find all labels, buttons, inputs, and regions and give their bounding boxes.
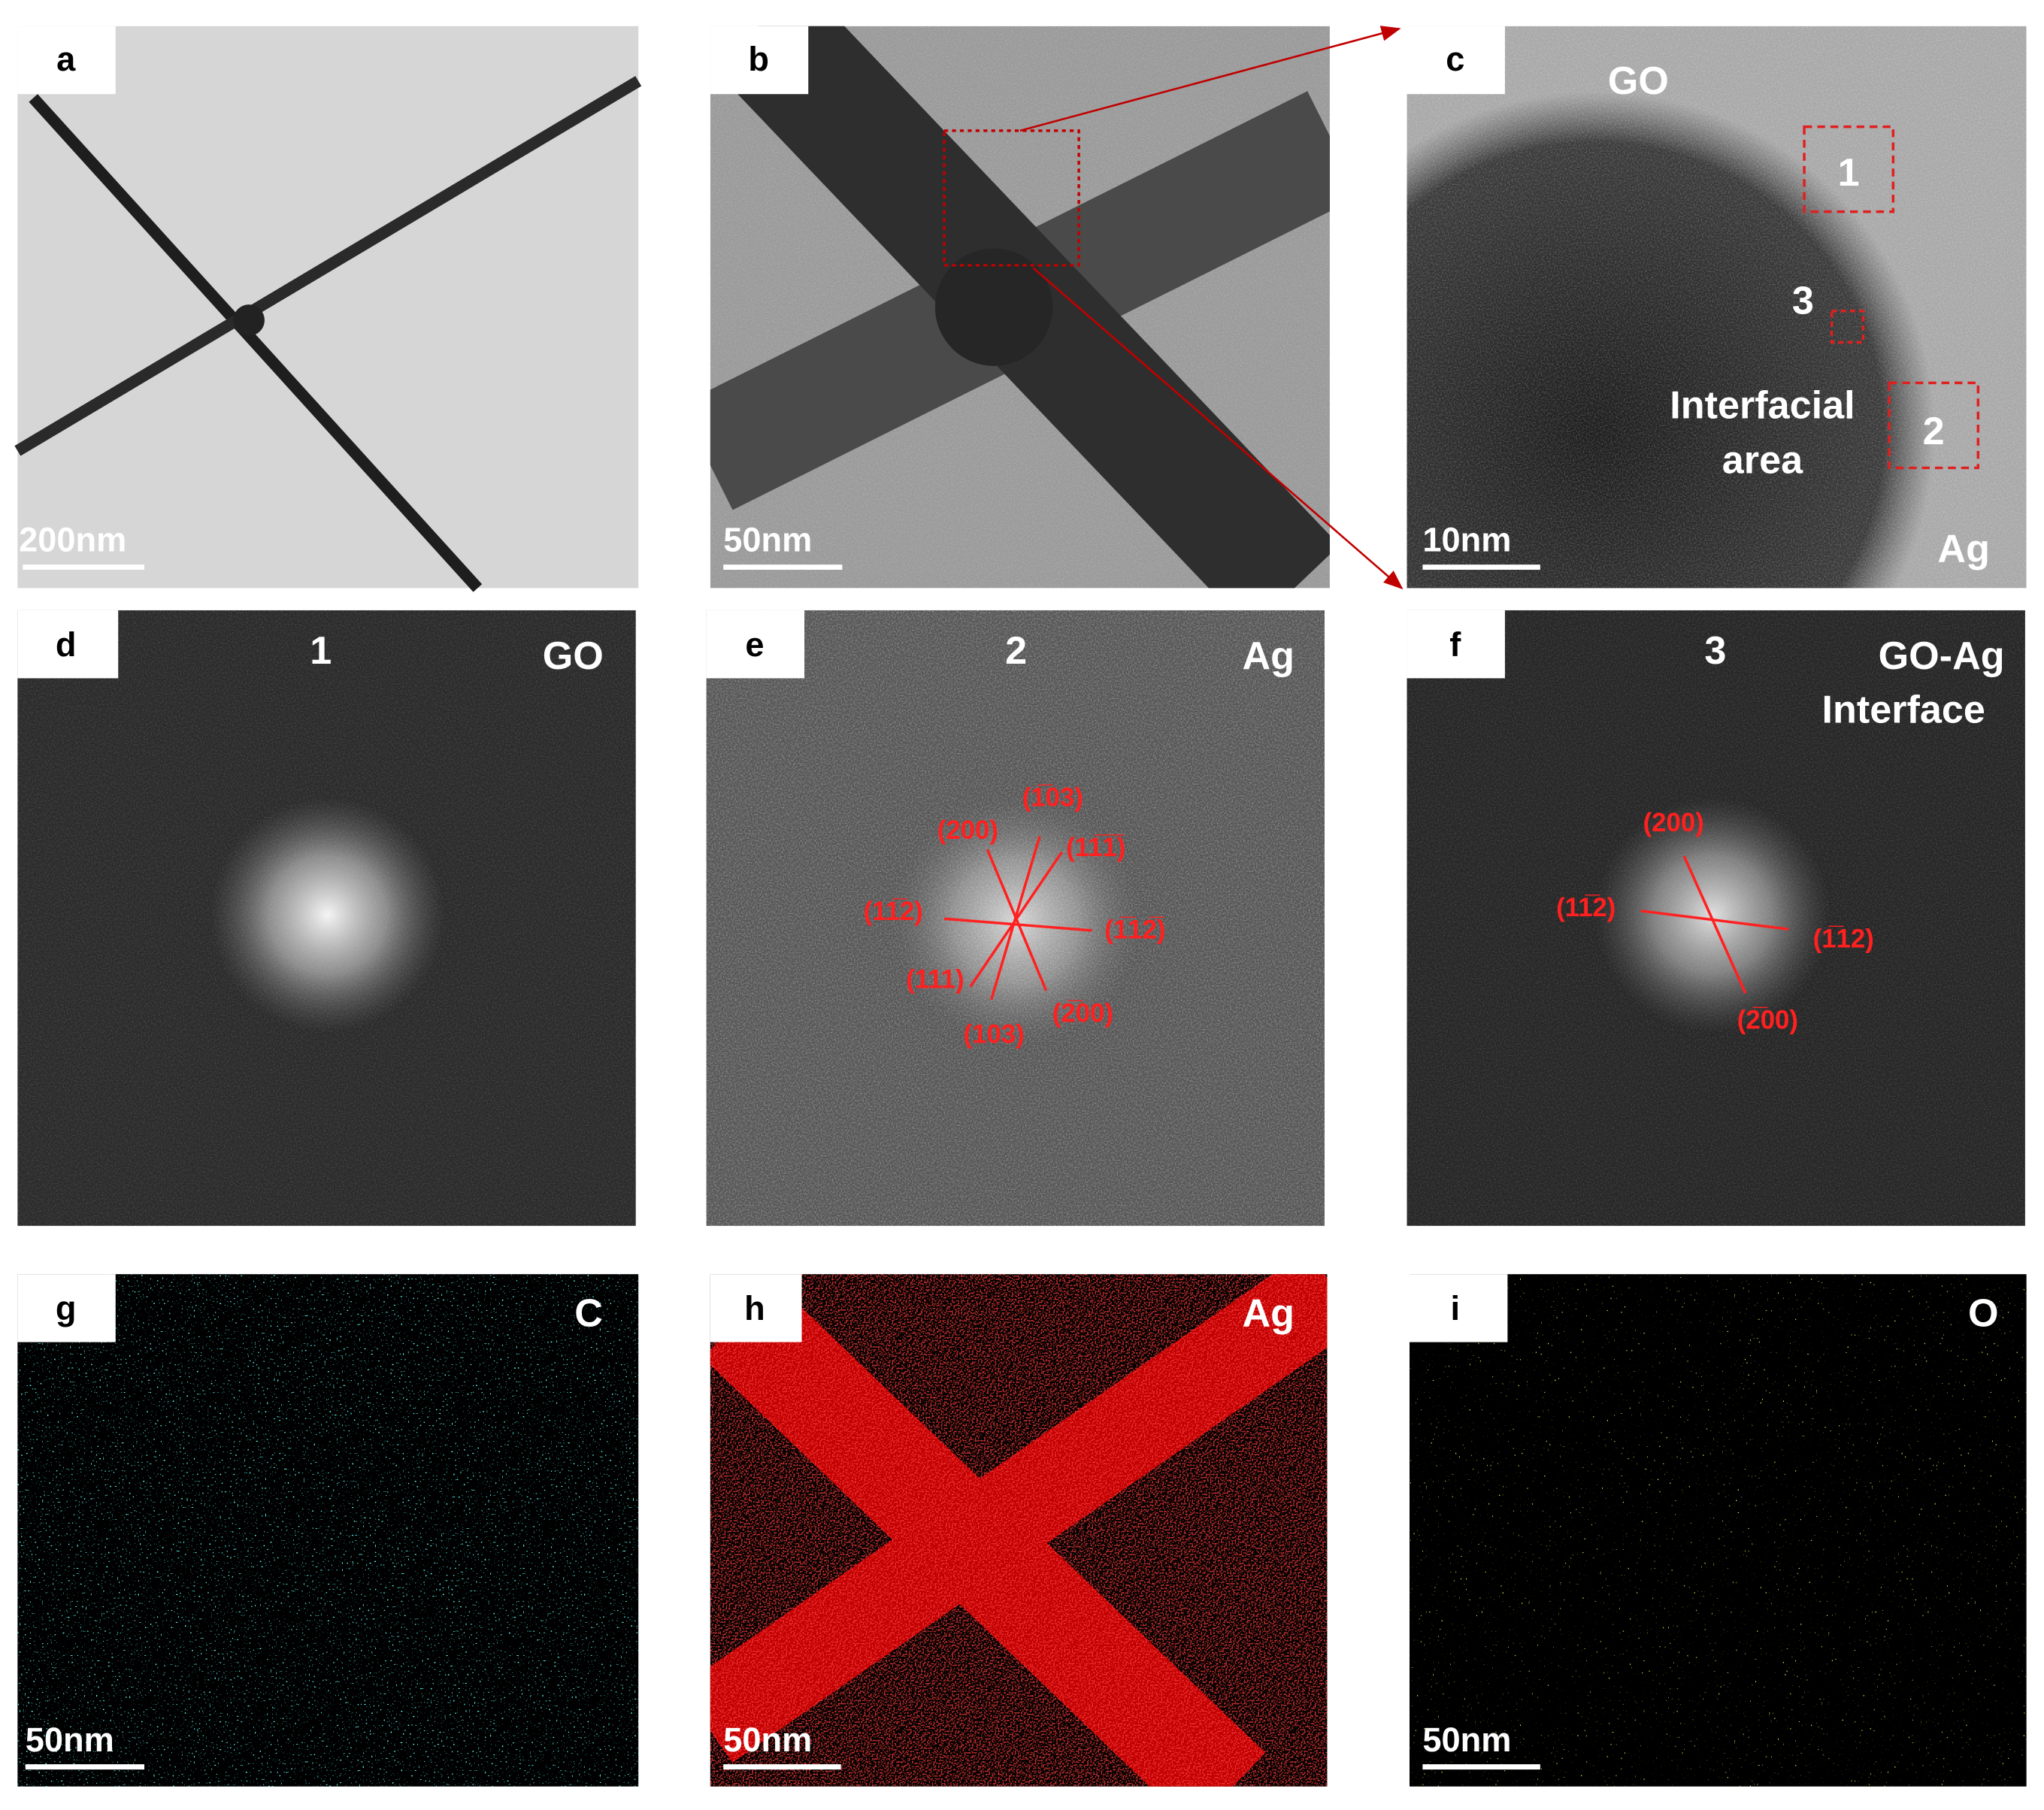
- miller-index: (2̅00): [1737, 1006, 1798, 1034]
- eds-dots: [17, 1274, 639, 1787]
- region-box: [1888, 381, 1980, 470]
- panel-letter: h: [744, 1289, 765, 1327]
- label: area: [1722, 438, 1803, 482]
- particle: [934, 248, 1053, 366]
- label: O: [1968, 1292, 1999, 1336]
- panel-letter: i: [1451, 1289, 1461, 1327]
- eds-dots: [710, 1274, 1328, 1787]
- panel-letter: d: [56, 625, 77, 664]
- scale-bar-label: 10nm: [1422, 521, 1511, 559]
- index-line: [1640, 910, 1789, 931]
- element: (200) (1̅03) (11̅1̅) (11̅2) (1̅12̅) (111)(103…: [864, 784, 1166, 1049]
- label: 1: [1838, 151, 1860, 195]
- label: 2: [1923, 410, 1945, 453]
- scale-bar-label: 50nm: [26, 1721, 114, 1759]
- panel-e: (200) (1̅03) (11̅1̅) (11̅2) (1̅12̅) (111)(103…: [706, 610, 1325, 1226]
- miller-index: (1̅12̅): [1104, 916, 1165, 944]
- miller-index: (1̅03): [1022, 784, 1083, 813]
- element: [943, 836, 1092, 1000]
- label: Ag: [1242, 634, 1295, 678]
- miller-index: (11̅2): [1556, 894, 1616, 922]
- region-box: [1803, 125, 1895, 213]
- miller-index: (200): [937, 816, 998, 845]
- letter-box: [17, 610, 119, 679]
- letter-box: [1407, 26, 1505, 95]
- miller-index: (2̅00): [1052, 1000, 1113, 1028]
- panel-letter: e: [745, 625, 764, 664]
- label: GO: [543, 634, 604, 678]
- fft-center: [209, 797, 445, 1033]
- miller-index: (11̅1̅): [1066, 834, 1125, 862]
- miller-index: (1̅12): [1813, 925, 1874, 954]
- panel-letter: g: [56, 1289, 77, 1327]
- label: Ag: [1937, 528, 1990, 571]
- eds-dots: [1410, 1274, 2027, 1787]
- nanowire: [29, 94, 483, 592]
- label: Ag: [1242, 1292, 1295, 1336]
- label: 2: [1005, 629, 1027, 673]
- miller-index: (111): [906, 965, 964, 994]
- letter-box: [710, 26, 809, 95]
- panel-f: (200) (11̅2) (1̅12) (2̅00) f 3 GO-Ag Interf…: [1407, 610, 2025, 1226]
- label: Interface: [1822, 688, 1985, 731]
- fft-center: [1594, 797, 1831, 1033]
- letter-box: [17, 26, 116, 95]
- index-line: [943, 917, 1092, 932]
- junction: [233, 304, 265, 336]
- letter-box: [1410, 1274, 1508, 1342]
- panel-h: h Ag 50nm: [710, 1274, 1328, 1787]
- letter-box: [706, 610, 805, 679]
- element: [1407, 26, 2027, 589]
- miller-index: (103): [964, 1020, 1025, 1049]
- nanowire: [14, 76, 642, 456]
- index-line: [969, 851, 1063, 988]
- panel-d: d 1 GO: [17, 610, 636, 1226]
- element: [1640, 855, 1789, 994]
- label: 3: [1792, 279, 1814, 322]
- label: GO-Ag: [1879, 634, 2005, 678]
- letter-box: [710, 1274, 802, 1342]
- panel-i: i O 50nm: [1410, 1274, 2027, 1787]
- panel-letter: a: [56, 40, 76, 78]
- noise: [1407, 26, 2027, 589]
- scale-bar-label: 50nm: [723, 1721, 812, 1759]
- scale-bar-label: 50nm: [723, 521, 812, 559]
- panel-letter: b: [748, 40, 769, 78]
- zoom-arrow: [1019, 26, 1401, 132]
- panel-b: b 50nm: [710, 26, 1404, 590]
- zoom-box: [943, 129, 1080, 267]
- panel-c: c GO 1 3 Interfacial area 2 Ag 10nm: [1407, 26, 2027, 589]
- label: GO: [1608, 59, 1669, 103]
- element: (200) (11̅2) (1̅12) (2̅00): [1556, 809, 1874, 1035]
- letter-box: [1407, 610, 1505, 679]
- miller-index: (200): [1643, 809, 1704, 837]
- element: [710, 1274, 1328, 1787]
- miller-index: (11̅2): [864, 897, 923, 926]
- panel-letter: f: [1449, 625, 1461, 664]
- label: C: [574, 1292, 603, 1336]
- zoom-arrow: [1032, 267, 1404, 590]
- panel-a: a 200nm: [14, 26, 642, 592]
- region-box: [1830, 310, 1865, 344]
- panel-letter: c: [1446, 40, 1464, 78]
- letter-box: [17, 1274, 116, 1342]
- label: 1: [310, 629, 332, 673]
- index-line: [1682, 855, 1747, 994]
- element: [710, 26, 1330, 589]
- scale-bar-label: 200nm: [19, 521, 126, 559]
- panel-g: g C 50nm: [17, 1274, 639, 1787]
- tem-image: [17, 26, 639, 589]
- scale-bar-label: 50nm: [1422, 1721, 1511, 1759]
- label: 3: [1704, 629, 1726, 673]
- label: Interfacial: [1670, 383, 1855, 427]
